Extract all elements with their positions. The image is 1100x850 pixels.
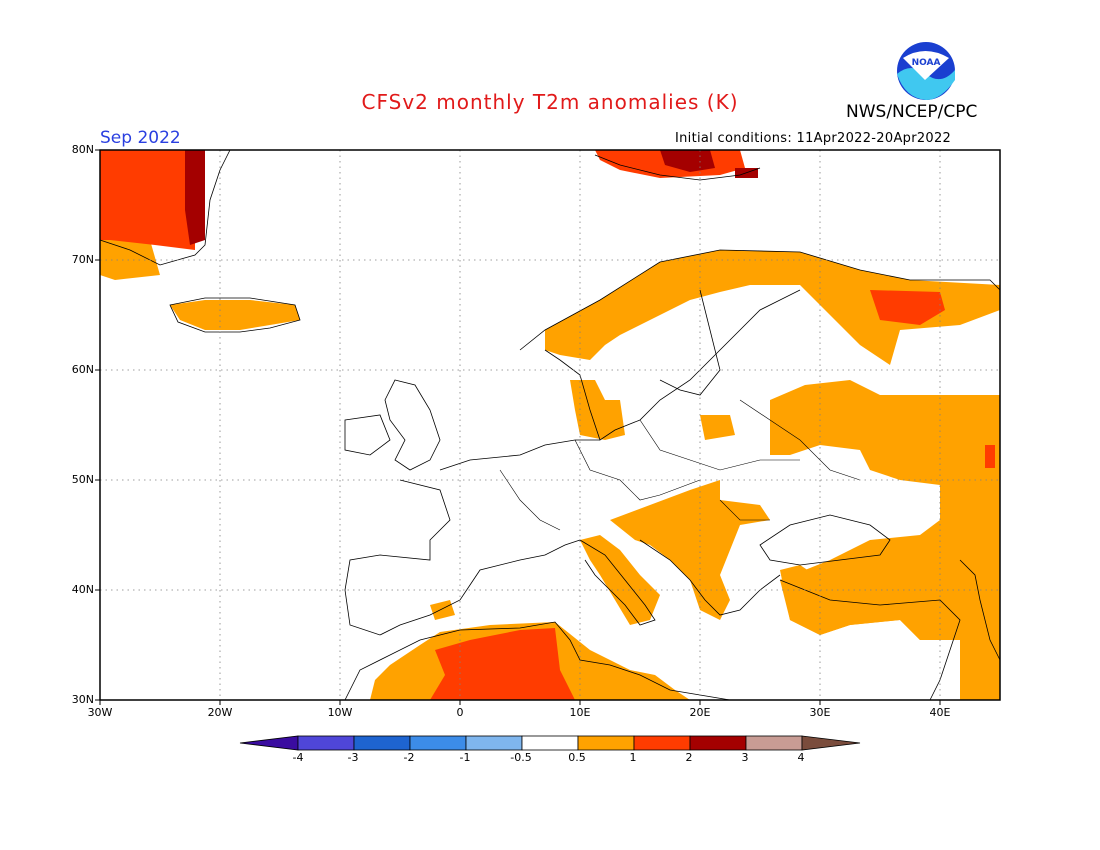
graticule	[100, 150, 1000, 700]
anomaly-fill-darkred	[185, 150, 758, 245]
lon-label-20e: 20E	[689, 706, 711, 719]
colorbar-label: 2	[685, 751, 693, 764]
lon-label-20w: 20W	[207, 706, 233, 719]
colorbar-label: 1	[629, 751, 637, 764]
colorbar-arrow-high	[801, 735, 861, 751]
noaa-logo: NOAA	[895, 40, 957, 106]
lat-label-70n: 70N	[71, 253, 94, 266]
axis-ticks	[95, 149, 941, 705]
lon-label-10e: 10E	[569, 706, 591, 719]
lat-label-40n: 40N	[71, 583, 94, 596]
colorbar-swatch	[409, 735, 467, 751]
colorbar-arrow-low	[239, 735, 299, 751]
initial-conditions: Initial conditions: 11Apr2022-20Apr2022	[675, 131, 952, 146]
colorbar-swatch	[465, 735, 523, 751]
lat-label-60n: 60N	[71, 363, 94, 376]
colorbar-swatch	[521, 735, 579, 751]
colorbar-label: -1	[459, 751, 471, 764]
target-month: Sep 2022	[100, 128, 181, 148]
colorbar-label: 3	[741, 751, 749, 764]
colorbar-swatch	[689, 735, 747, 751]
lon-label-30e: 30E	[809, 706, 831, 719]
lon-label-40e: 40E	[929, 706, 951, 719]
chart-title: CFSv2 monthly T2m anomalies (K)	[361, 90, 739, 114]
colorbar-swatch	[745, 735, 803, 751]
agency-label: NWS/NCEP/CPC	[846, 102, 978, 122]
colorbar-label: -3	[347, 751, 359, 764]
map-frame	[99, 149, 1001, 701]
svg-text:NOAA: NOAA	[912, 58, 941, 68]
colorbar-label: -2	[403, 751, 415, 764]
lon-label-10w: 10W	[327, 706, 353, 719]
lat-label-30n: 30N	[71, 693, 94, 706]
colorbar-swatch	[353, 735, 411, 751]
colorbar-label: -0.5	[510, 751, 532, 764]
lon-label-30w: 30W	[87, 706, 113, 719]
lon-label-0: 0	[456, 706, 464, 719]
colorbar-swatch	[577, 735, 635, 751]
lat-label-80n: 80N	[71, 143, 94, 156]
colorbar-swatch	[297, 735, 355, 751]
colorbar	[239, 735, 861, 751]
colorbar-label: 0.5	[568, 751, 586, 764]
colorbar-label: -4	[292, 751, 304, 764]
lat-label-50n: 50N	[71, 473, 94, 486]
colorbar-swatch	[633, 735, 691, 751]
colorbar-label: 4	[797, 751, 805, 764]
coastlines	[99, 149, 1001, 701]
